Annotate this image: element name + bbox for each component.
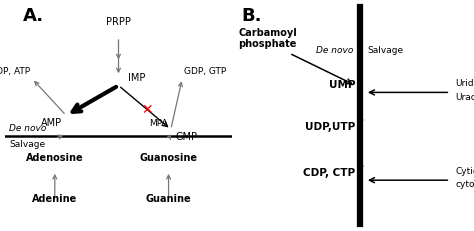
Text: Guanine: Guanine — [146, 195, 191, 204]
Text: Salvage: Salvage — [9, 140, 46, 149]
Text: UDP,UTP: UDP,UTP — [305, 122, 356, 132]
Text: A.: A. — [23, 7, 44, 25]
Text: Carbamoyl
phosphate: Carbamoyl phosphate — [238, 28, 297, 49]
Text: Guanosine: Guanosine — [139, 153, 198, 163]
Text: CDP, CTP: CDP, CTP — [303, 168, 356, 178]
Text: ✕: ✕ — [141, 103, 153, 117]
Text: Uridine,: Uridine, — [455, 79, 474, 88]
Text: MPA: MPA — [150, 119, 168, 128]
Text: Adenine: Adenine — [32, 195, 77, 204]
Text: Salvage: Salvage — [367, 46, 403, 55]
Text: UMP: UMP — [329, 80, 356, 90]
Text: GDP, GTP: GDP, GTP — [184, 67, 227, 76]
Text: Uracil: Uracil — [455, 93, 474, 102]
Text: PRPP: PRPP — [106, 17, 131, 27]
Text: B.: B. — [242, 7, 262, 25]
Text: Adenosine: Adenosine — [26, 153, 83, 163]
Text: Cytidine,: Cytidine, — [455, 167, 474, 176]
Text: IMP: IMP — [128, 73, 145, 83]
Text: ADP, ATP: ADP, ATP — [0, 67, 30, 76]
Text: De novo: De novo — [9, 124, 46, 133]
Text: De novo: De novo — [316, 46, 353, 55]
Text: AMP: AMP — [40, 118, 62, 128]
Text: GMP: GMP — [175, 132, 197, 142]
Text: cytosine: cytosine — [455, 180, 474, 189]
